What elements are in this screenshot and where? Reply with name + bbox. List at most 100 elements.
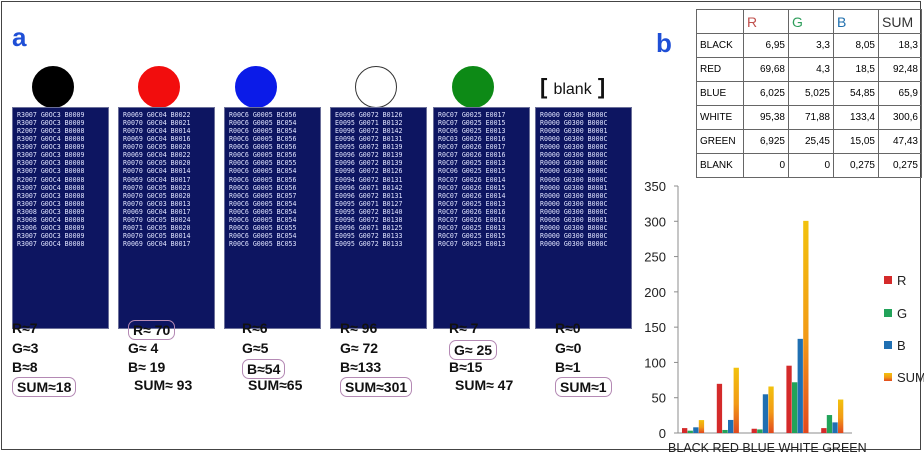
readout-line: R00C6 G0005 BC055 [229, 159, 297, 168]
y-tick-label: 350 [644, 179, 666, 194]
readout-line: R3007 G0OC3 B0008 [17, 199, 85, 208]
value-white-b: B≈133 [340, 359, 382, 375]
bar-b-green [832, 422, 838, 433]
readout-line: R0C03 G0026 E0016 [438, 135, 506, 144]
readout-line: R0C07 G0025 E0015 [438, 231, 506, 240]
table-cell: 0,275 [878, 153, 922, 178]
y-tick-label: 50 [652, 391, 666, 406]
readout-line: R0000 G0300 B000C [540, 223, 608, 232]
table-cell: 0 [743, 153, 789, 178]
bracket-close-icon: ] [591, 74, 606, 99]
readout-line: R0070 G0C04 B0014 [123, 167, 191, 176]
value-green-sum: SUM≈ 47 [455, 377, 514, 393]
readout-line: R0070 G0C05 B0020 [123, 191, 191, 200]
readout-line: R0070 G0C05 B0014 [123, 231, 191, 240]
readout-line: R00C6 G0005 BC054 [229, 119, 297, 128]
bar-r-blue [751, 428, 757, 433]
bar-r-white [786, 365, 792, 433]
readout-line: R0C07 G0026 E0014 [438, 175, 506, 184]
value-red-g: G≈ 4 [128, 340, 159, 356]
readout-line: R0069 G0C04 B0022 [123, 111, 191, 119]
blank-text: blank [553, 81, 592, 98]
sensor-readout-green: R0C07 G0025 E0017 R0C07 G0025 E0015 R0C06 … [433, 107, 530, 329]
color-swatch-red [138, 66, 180, 108]
value-blank-sum: SUM≈1 [555, 377, 612, 397]
bar-g-white [792, 382, 798, 433]
readout-line: R3008 G0OC3 B0009 [17, 207, 85, 216]
bar-b-black [693, 427, 699, 433]
x-tick-labels: BLACK RED BLUE WHITE GREEN [668, 441, 867, 452]
readout-line: R3007 G0OC4 B0008 [17, 183, 85, 192]
readout-line: E0096 G0072 B0142 [335, 127, 403, 136]
table-cell: 54,85 [833, 81, 879, 106]
y-tick-label: 0 [659, 426, 666, 441]
readout-line: R00C6 G0005 BC054 [229, 127, 297, 136]
readout-line: R00C6 G0005 BC056 [229, 135, 297, 144]
table-cell: 6,95 [743, 33, 789, 58]
table-row: BLACK 6,95 3,3 8,05 18,3 [696, 33, 922, 58]
readout-line: R00C6 G0005 BC056 [229, 175, 297, 184]
readout-line: R00C6 G0005 BC056 [229, 143, 297, 152]
readout-line: R0000 G0300 B000C [540, 240, 608, 248]
readout-line: R0000 G0300 B000C [540, 111, 608, 119]
value-blank-r: R≈0 [555, 320, 581, 336]
readout-line: R3007 G0OC3 B0009 [17, 119, 85, 128]
value-black-g: G≈3 [12, 340, 39, 356]
readout-line: R0C07 G0026 E0016 [438, 207, 506, 216]
legend-label-b: B [897, 338, 906, 353]
readout-line: E0096 G0071 B0125 [335, 223, 403, 232]
readout-line: E0096 G0072 B0131 [335, 191, 403, 200]
y-tick-label: 100 [644, 355, 666, 370]
readout-line: R00C6 G0005 BC055 [229, 223, 297, 232]
readout-line: R00C6 G0005 BC056 [229, 151, 297, 160]
value-green-g: G≈ 25 [449, 340, 498, 360]
bar-r-black [682, 428, 688, 433]
bar-b-white [797, 338, 803, 433]
blank-label: [ blank ] [540, 74, 605, 100]
readout-line: R0C06 G0025 E0015 [438, 167, 506, 176]
readout-line: E0096 G0072 B0139 [335, 159, 403, 168]
color-swatch-white [355, 66, 397, 108]
readout-line: R0071 G0C05 B0020 [123, 223, 191, 232]
readout-line: R0000 G0300 B000C [540, 143, 608, 152]
readout-line: R00C6 G0005 BC054 [229, 207, 297, 216]
legend-label-g: G [897, 306, 907, 321]
readout-line: R3007 G0OC3 B0009 [17, 231, 85, 240]
value-white-g: G≈ 72 [340, 340, 379, 356]
readout-line: R00C6 G0005 BC057 [229, 191, 297, 200]
readout-line: R3007 G0OC3 B0008 [17, 167, 85, 176]
value-blue-b: B≈54 [242, 359, 286, 379]
bar-b-red [728, 419, 734, 433]
table-row-label: BLUE [696, 81, 744, 106]
legend-label-sum: SUM [897, 370, 924, 385]
readout-line: R0C07 G0025 E0013 [438, 240, 506, 248]
value-white-r: R≈ 96 [340, 320, 378, 336]
panel-b-label: b [656, 28, 672, 58]
readout-line: E0096 G0072 B0131 [335, 135, 403, 144]
bar-g-blue [757, 429, 763, 433]
table-header-row: R G B SUM [696, 9, 922, 34]
values-table: R G B SUM BLACK 6,95 3,3 8,05 18,3 RED 69,68 4,3 18,… [696, 9, 922, 178]
table-cell: 4,3 [788, 57, 834, 82]
readout-line: R3007 G0OC4 B0008 [17, 240, 85, 248]
table-row-label: GREEN [696, 129, 744, 154]
readout-line: R0070 G0C05 B0023 [123, 183, 191, 192]
table-row: BLANK 0 0 0,275 0,275 [696, 153, 922, 178]
value-black-b: B≈8 [12, 359, 38, 375]
table-header-cell: B [833, 9, 879, 34]
table-header-cell: SUM [878, 9, 922, 34]
readout-line: R0000 G0300 B000C [540, 175, 608, 184]
value-red-b: B≈ 19 [128, 359, 166, 375]
readout-line: R2007 G0OC4 B0008 [17, 175, 85, 184]
legend-label-r: R [897, 273, 906, 288]
value-blue-g: G≈5 [242, 340, 269, 356]
table-row: RED 69,68 4,3 18,5 92,48 [696, 57, 922, 82]
table-header-cell: G [788, 9, 834, 34]
value-green-r: R≈ 7 [449, 320, 479, 336]
readout-line: R0C07 G0026 E0017 [438, 143, 506, 152]
readout-line: E0096 G0072 B0138 [335, 215, 403, 224]
table-row-label: WHITE [696, 105, 744, 130]
readout-line: R0070 G0C05 B0020 [123, 159, 191, 168]
readout-line: R0070 G0C05 B0024 [123, 215, 191, 224]
